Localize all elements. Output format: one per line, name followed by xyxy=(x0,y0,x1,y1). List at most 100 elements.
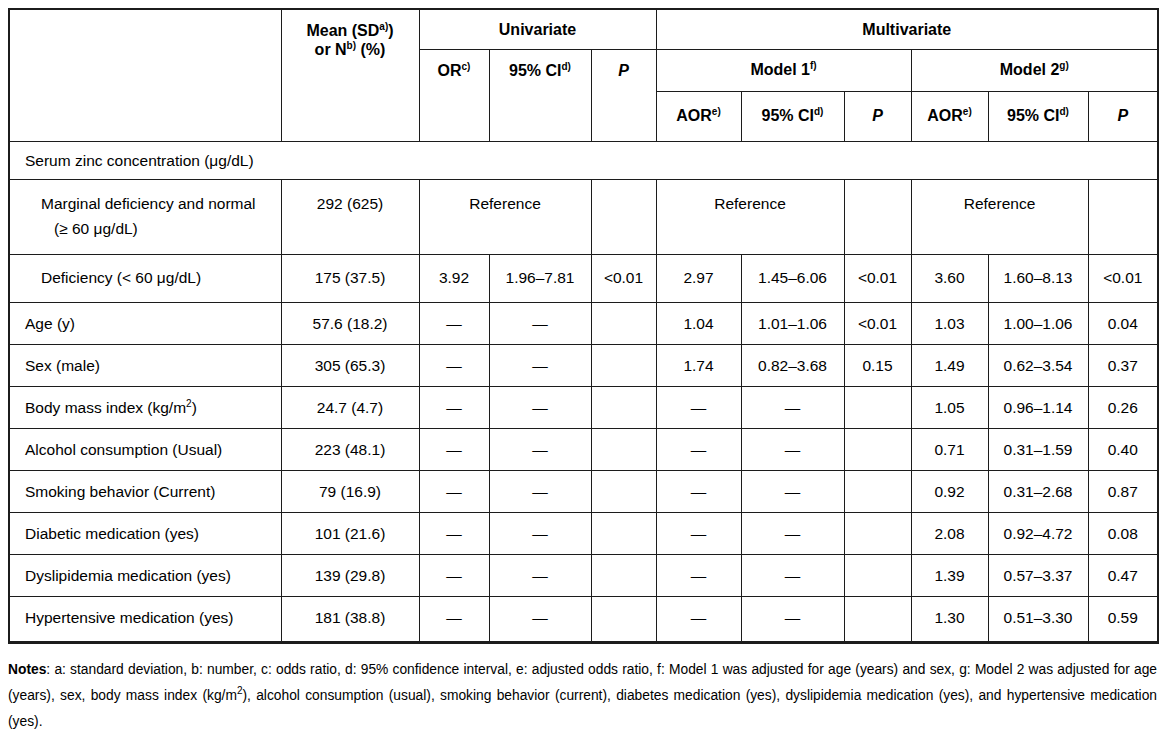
value-cell: 1.30 xyxy=(911,596,988,642)
value-cell: 0.59 xyxy=(1088,596,1158,642)
col-header-mean-line2: or Nb) (%) xyxy=(284,40,417,59)
value-cell: 0.15 xyxy=(844,344,911,386)
section-label: Serum zinc concentration (μg/dL) xyxy=(9,141,1158,179)
value-cell: — xyxy=(656,554,741,596)
value-cell: — xyxy=(489,302,591,344)
value-cell: — xyxy=(489,428,591,470)
row-label-line1: Diabetic medication (yes) xyxy=(25,524,281,543)
col-header-aor-model1: AORe) xyxy=(656,91,741,141)
value-cell xyxy=(591,428,656,470)
value-cell: — xyxy=(419,470,489,512)
value-cell: — xyxy=(741,596,844,642)
value-cell: 1.96–7.81 xyxy=(489,254,591,302)
table-row-deficiency: Deficiency (< 60 μg/dL)175 (37.5)3.921.9… xyxy=(9,254,1158,302)
value-cell: — xyxy=(656,596,741,642)
value-cell: 3.60 xyxy=(911,254,988,302)
statistics-table: Mean (SDa)) or Nb) (%) Univariate Multiv… xyxy=(8,8,1159,644)
mean-cell: 223 (48.1) xyxy=(281,428,419,470)
row-label: Sex (male) xyxy=(9,344,281,386)
mean-cell: 139 (29.8) xyxy=(281,554,419,596)
value-cell: 1.05 xyxy=(911,386,988,428)
table-row-alcohol: Alcohol consumption (Usual)223 (48.1)———… xyxy=(9,428,1158,470)
table-row-bmi: Body mass index (kg/m2)24.7 (4.7)————1.0… xyxy=(9,386,1158,428)
col-group-multivariate: Multivariate xyxy=(656,9,1158,49)
value-cell: 3.92 xyxy=(419,254,489,302)
value-cell xyxy=(591,302,656,344)
value-cell: 0.26 xyxy=(1088,386,1158,428)
table-body: Serum zinc concentration (μg/dL) Marginal… xyxy=(9,141,1158,642)
value-cell: 0.92–4.72 xyxy=(988,512,1088,554)
row-label-line1: Marginal deficiency and normal xyxy=(41,194,281,213)
value-cell: — xyxy=(419,386,489,428)
value-cell: — xyxy=(741,512,844,554)
col-header-ci-model1: 95% CId) xyxy=(741,91,844,141)
value-cell: <0.01 xyxy=(591,254,656,302)
value-cell: — xyxy=(741,428,844,470)
value-cell: 1.39 xyxy=(911,554,988,596)
col-header-ci-univariate: 95% CId) xyxy=(489,49,591,141)
value-cell: 0.08 xyxy=(1088,512,1158,554)
value-cell: 0.37 xyxy=(1088,344,1158,386)
value-cell: <0.01 xyxy=(844,254,911,302)
row-label-line2: (≥ 60 μg/dL) xyxy=(41,213,281,238)
table-row-dyslipidemia-medication: Dyslipidemia medication (yes)139 (29.8) —… xyxy=(9,554,1158,596)
mean-cell: 57.6 (18.2) xyxy=(281,302,419,344)
mean-cell: 181 (38.8) xyxy=(281,596,419,642)
value-cell: 1.03 xyxy=(911,302,988,344)
mean-cell: 101 (21.6) xyxy=(281,512,419,554)
value-cell: 1.01–1.06 xyxy=(741,302,844,344)
value-cell: 0.62–3.54 xyxy=(988,344,1088,386)
p-cell-empty xyxy=(844,179,911,254)
value-cell: — xyxy=(419,596,489,642)
row-label: Dyslipidemia medication (yes) xyxy=(9,554,281,596)
table-row-serum-zinc-section: Serum zinc concentration (μg/dL) xyxy=(9,141,1158,179)
value-cell: — xyxy=(656,428,741,470)
col-header-or: ORc) xyxy=(419,49,489,141)
reference-cell: Reference xyxy=(656,179,844,254)
row-label-line1: Smoking behavior (Current) xyxy=(25,482,281,501)
row-label-line1: Alcohol consumption (Usual) xyxy=(25,440,281,459)
value-cell: 0.82–3.68 xyxy=(741,344,844,386)
col-group-model1: Model 1f) xyxy=(656,49,911,91)
row-label: Age (y) xyxy=(9,302,281,344)
value-cell: <0.01 xyxy=(1088,254,1158,302)
table-row-diabetic-medication: Diabetic medication (yes)101 (21.6)————2… xyxy=(9,512,1158,554)
row-label-line1: Age (y) xyxy=(25,314,281,333)
value-cell: 0.04 xyxy=(1088,302,1158,344)
value-cell: 0.92 xyxy=(911,470,988,512)
value-cell xyxy=(591,344,656,386)
table-row-age: Age (y)57.6 (18.2)——1.041.01–1.06<0.011.… xyxy=(9,302,1158,344)
col-header-mean-line1: Mean (SDa)) xyxy=(284,21,417,40)
row-label: Alcohol consumption (Usual) xyxy=(9,428,281,470)
value-cell: — xyxy=(489,554,591,596)
col-header-aor-model2: AORe) xyxy=(911,91,988,141)
page: Mean (SDa)) or Nb) (%) Univariate Multiv… xyxy=(0,0,1165,735)
row-label: Diabetic medication (yes) xyxy=(9,512,281,554)
value-cell: — xyxy=(419,302,489,344)
p-cell-empty xyxy=(1088,179,1158,254)
value-cell: — xyxy=(741,470,844,512)
notes-label: Notes xyxy=(8,662,46,677)
row-label-line1: Hypertensive medication (yes) xyxy=(25,608,281,627)
reference-cell: Reference xyxy=(911,179,1088,254)
value-cell: 0.47 xyxy=(1088,554,1158,596)
col-header-p-univariate: P xyxy=(591,49,656,141)
value-cell: — xyxy=(419,428,489,470)
col-header-mean: Mean (SDa)) or Nb) (%) xyxy=(281,9,419,141)
row-label: Hypertensive medication (yes) xyxy=(9,596,281,642)
p-cell-empty xyxy=(591,179,656,254)
value-cell: 0.71 xyxy=(911,428,988,470)
reference-cell: Reference xyxy=(419,179,591,254)
value-cell: — xyxy=(489,512,591,554)
col-group-model2: Model 2g) xyxy=(911,49,1158,91)
value-cell xyxy=(591,470,656,512)
value-cell: — xyxy=(656,386,741,428)
mean-cell: 175 (37.5) xyxy=(281,254,419,302)
col-group-univariate: Univariate xyxy=(419,9,656,49)
value-cell: — xyxy=(489,386,591,428)
row-label: Smoking behavior (Current) xyxy=(9,470,281,512)
mean-cell: 24.7 (4.7) xyxy=(281,386,419,428)
col-header-p-model1: P xyxy=(844,91,911,141)
value-cell xyxy=(591,512,656,554)
value-cell: 1.49 xyxy=(911,344,988,386)
